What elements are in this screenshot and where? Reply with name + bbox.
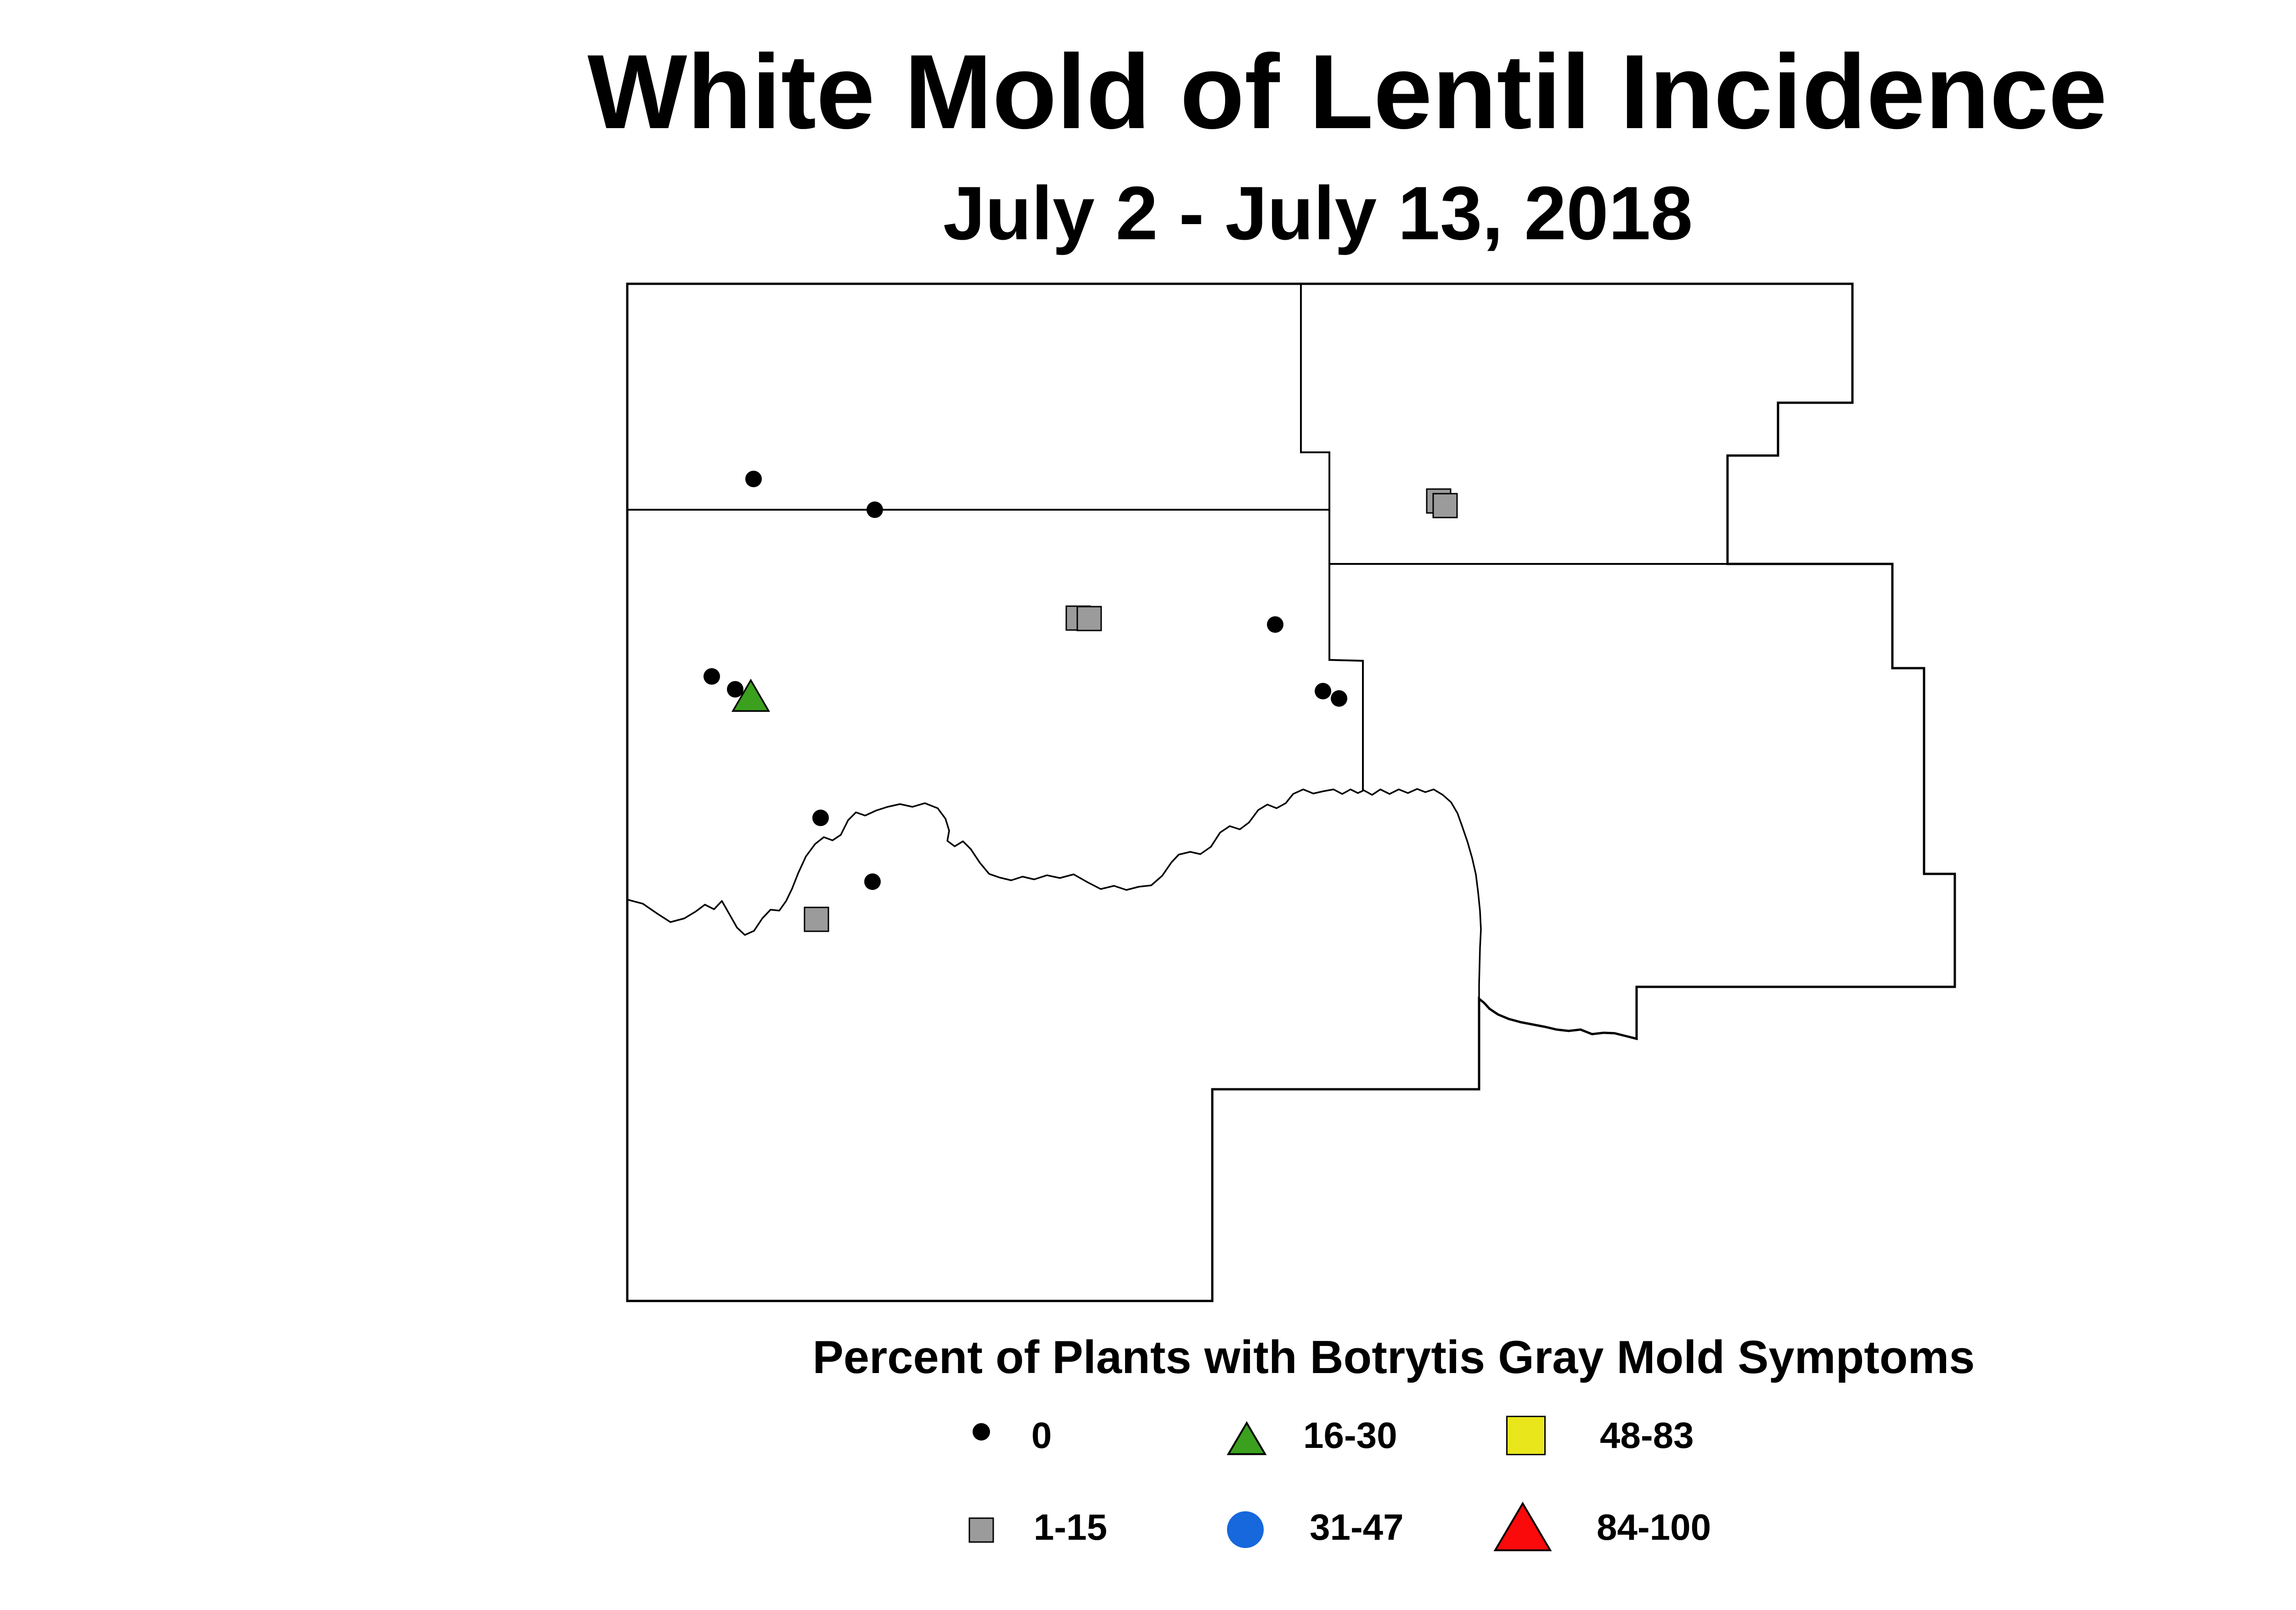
map-marker-dot-1 [867, 501, 883, 518]
page-title: White Mold of Lentil Incidence [587, 33, 2107, 151]
map-marker-dot-2 [1267, 616, 1283, 633]
map-marker-dot-7 [812, 810, 829, 826]
legend-item-label-48-83: 48-83 [1600, 1415, 1694, 1456]
map-marker-square-10 [1432, 493, 1458, 518]
legend-symbol-square-2 [1506, 1416, 1546, 1455]
map-marker-square-13 [804, 906, 829, 932]
map-marker-triangle-14 [731, 678, 771, 712]
legend-symbol-dot-0 [973, 1423, 990, 1441]
map-outer-boundary [626, 282, 1956, 1302]
map-marker-square-12 [1076, 606, 1102, 631]
map-marker-dot-8 [864, 873, 881, 890]
map-marker-dot-6 [1331, 690, 1347, 707]
map-marker-dot-5 [1315, 683, 1331, 699]
legend-item-label-16-30: 16-30 [1303, 1415, 1397, 1456]
legend-item-label-84-100: 84-100 [1597, 1507, 1711, 1548]
legend-symbol-triangle-5 [1493, 1502, 1552, 1551]
legend-symbol-circle-4 [1227, 1511, 1264, 1548]
legend-symbol-square-3 [968, 1517, 994, 1543]
legend-item-label-1-15: 1-15 [1034, 1507, 1108, 1548]
legend-item-label-0: 0 [1031, 1415, 1052, 1456]
map-marker-dot-4 [727, 681, 743, 698]
map-marker-dot-3 [703, 668, 720, 685]
map-county-line-1 [1300, 284, 1364, 791]
legend-symbol-triangle-1 [1227, 1421, 1267, 1455]
map-river [626, 788, 1482, 1000]
legend-item-label-31-47: 31-47 [1310, 1507, 1404, 1548]
map-marker-dot-0 [745, 471, 762, 487]
page-subtitle: July 2 - July 13, 2018 [943, 171, 1693, 255]
legend-title: Percent of Plants with Botrytis Gray Mol… [812, 1332, 1975, 1383]
